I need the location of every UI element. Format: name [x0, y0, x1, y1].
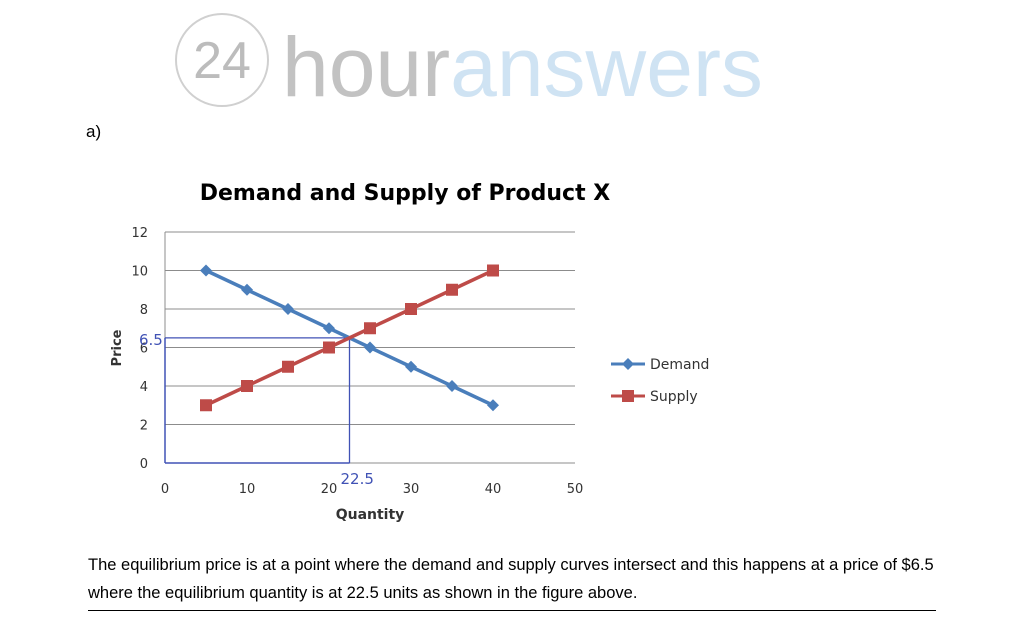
legend-demand-label: Demand — [650, 357, 709, 373]
demand-supply-chart: Demand and Supply of Product X 0 2 4 6 8 10 12… — [110, 181, 709, 523]
demand-point — [405, 360, 417, 373]
y-tick-label: 10 — [131, 265, 148, 280]
supply-point — [405, 303, 417, 315]
supply-line — [205, 268, 494, 407]
conclusion-text: The equilibrium price is at a point wher… — [88, 551, 936, 611]
x-tick-label: 20 — [321, 482, 338, 497]
logo-word-answers: answers — [450, 20, 763, 112]
demand-point — [323, 322, 335, 335]
demand-point — [487, 399, 499, 412]
logo-word-hour: hour — [282, 20, 450, 112]
equilibrium-guides: 6.5 22.5 — [139, 331, 374, 488]
demand-point — [446, 380, 458, 392]
supply-point — [200, 399, 212, 412]
y-tick-label: 8 — [140, 303, 148, 318]
logo-text: houranswers — [282, 20, 763, 112]
demand-point — [241, 283, 253, 296]
equilibrium-price-label: 6.5 — [139, 331, 163, 349]
y-tick-label: 6 — [140, 342, 148, 357]
y-axis-label: Price — [110, 329, 125, 366]
gridlines — [165, 231, 575, 425]
y-tick-label: 0 — [140, 457, 148, 472]
logo-circle — [175, 13, 269, 107]
demand-point — [364, 341, 376, 354]
x-tick-label: 50 — [567, 482, 584, 497]
legend-item-demand: Demand — [611, 357, 709, 373]
watermark-logo: 24 houranswers — [175, 13, 763, 112]
legend: Demand Supply — [611, 357, 709, 405]
supply-point — [487, 264, 499, 277]
legend-supply-label: Supply — [650, 389, 698, 405]
y-tick-label: 2 — [140, 419, 148, 434]
supply-point — [282, 360, 294, 373]
equilibrium-quantity-label: 22.5 — [341, 470, 374, 488]
x-tick-label: 40 — [485, 482, 502, 497]
demand-point — [200, 264, 212, 277]
demand-point — [282, 303, 294, 315]
series-layer — [200, 264, 499, 412]
x-tick-label: 0 — [161, 482, 169, 497]
supply-point — [364, 322, 376, 335]
legend-supply-marker — [622, 390, 634, 402]
supply-point — [241, 380, 253, 392]
supply-point — [446, 283, 458, 296]
logo-number: 24 — [193, 32, 251, 90]
supply-series — [200, 264, 499, 412]
x-axis-label: Quantity — [336, 507, 405, 523]
part-label: a) — [86, 122, 102, 141]
legend-demand-marker — [622, 358, 634, 370]
tick-labels: 0 2 4 6 8 10 12 0 10 20 30 40 50 — [131, 226, 583, 497]
y-tick-label: 12 — [131, 226, 148, 241]
legend-item-supply: Supply — [611, 389, 698, 405]
y-tick-label: 4 — [140, 380, 148, 395]
x-tick-label: 30 — [403, 482, 420, 497]
equilibrium-guide-line — [165, 337, 351, 463]
x-tick-label: 10 — [239, 482, 256, 497]
supply-point — [323, 341, 335, 354]
chart-title: Demand and Supply of Product X — [200, 181, 611, 206]
